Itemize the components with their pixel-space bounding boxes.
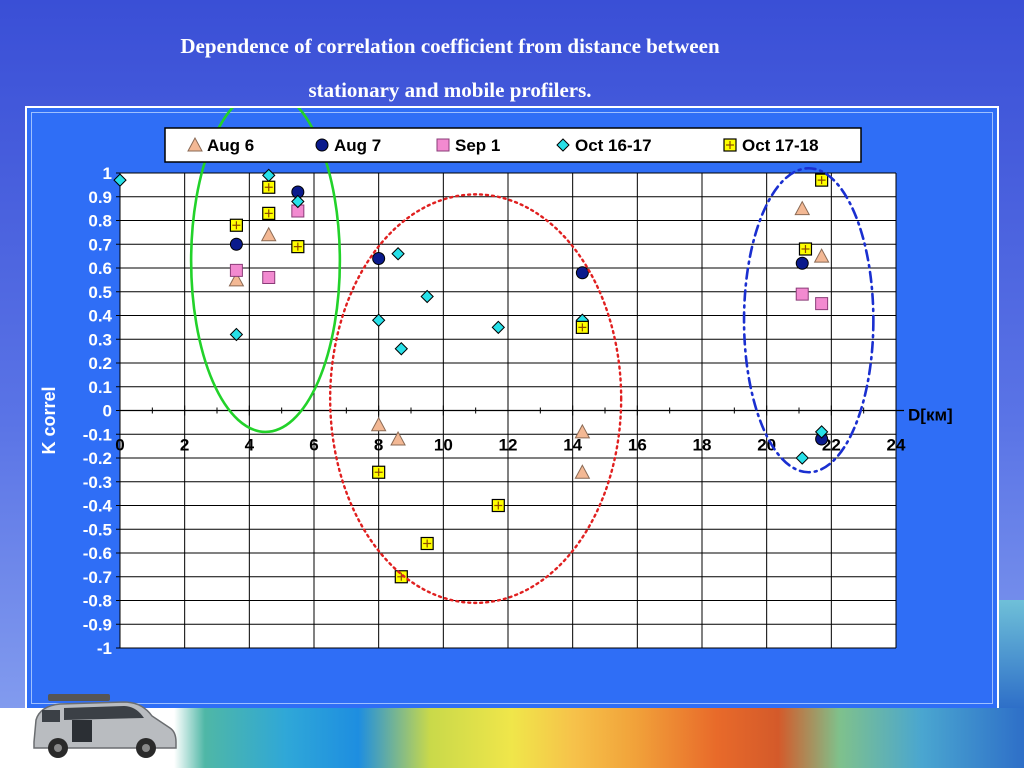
data-point-sep-1 xyxy=(815,297,829,311)
blue-ellipse xyxy=(742,166,875,474)
y-tick-label: -0.4 xyxy=(83,497,113,516)
x-tick-label: 24 xyxy=(887,436,906,455)
legend-label-oct-16-17: Oct 16-17 xyxy=(575,136,652,155)
data-point-oct-17-18 xyxy=(798,242,813,256)
data-point-sep-1 xyxy=(795,287,809,301)
data-point-oct-17-18 xyxy=(420,536,434,551)
data-point-aug-7 xyxy=(795,256,809,270)
right-decorative-edge xyxy=(999,600,1024,708)
y-tick-label: 0.4 xyxy=(88,307,112,326)
data-point-oct-17-18 xyxy=(229,218,243,232)
data-point-oct-16-17 xyxy=(795,451,809,465)
data-point-oct-16-17 xyxy=(420,289,434,304)
data-point-aug-6 xyxy=(390,430,406,446)
y-tick-label: -0.1 xyxy=(83,425,112,444)
data-point-oct-16-17 xyxy=(814,425,829,439)
data-point-aug-6 xyxy=(574,464,591,479)
data-point-aug-6 xyxy=(813,248,830,263)
data-point-aug-6 xyxy=(574,423,591,439)
data-point-oct-16-17 xyxy=(291,194,305,209)
y-tick-label: -0.8 xyxy=(83,592,112,611)
x-tick-label: 4 xyxy=(245,436,255,455)
data-point-oct-17-18 xyxy=(262,180,276,194)
y-tick-label: 0.3 xyxy=(88,330,112,349)
data-point-sep-1 xyxy=(229,263,243,277)
data-point-aug-6 xyxy=(260,226,277,242)
y-tick-label: 0.1 xyxy=(88,378,112,397)
y-tick-label: 0.7 xyxy=(88,235,112,254)
data-point-oct-17-18 xyxy=(262,206,276,220)
data-point-oct-16-17 xyxy=(391,247,405,261)
y-axis-label: K correl xyxy=(39,386,59,454)
chart-frame-border xyxy=(31,112,993,704)
slide-title-line2: stationary and mobile profilers. xyxy=(308,78,592,102)
y-tick-label: -0.5 xyxy=(83,520,112,539)
x-tick-label: 12 xyxy=(499,436,518,455)
legend-marker-aug-7 xyxy=(315,138,329,152)
green-ellipse xyxy=(189,108,342,434)
y-tick-label: -0.2 xyxy=(83,449,112,468)
x-tick-label: 14 xyxy=(563,436,582,455)
data-point-oct-16-17 xyxy=(394,342,409,356)
data-point-oct-16-17 xyxy=(491,320,506,335)
legend-marker-sep-1 xyxy=(436,138,450,152)
y-tick-label: -0.6 xyxy=(83,544,112,563)
data-point-aug-7 xyxy=(229,237,243,251)
data-point-oct-17-18 xyxy=(575,320,589,334)
legend-marker-aug-6 xyxy=(187,136,203,152)
x-tick-label: 0 xyxy=(115,436,124,455)
y-tick-label: 0.5 xyxy=(88,283,112,302)
y-tick-label: -0.3 xyxy=(83,473,112,492)
data-point-oct-16-17 xyxy=(371,313,386,327)
legend-label-aug-7: Aug 7 xyxy=(334,136,381,155)
y-tick-label: -1 xyxy=(97,639,112,658)
x-tick-label: 8 xyxy=(374,436,383,455)
x-tick-label: 10 xyxy=(434,436,453,455)
data-point-oct-16-17 xyxy=(229,327,244,342)
y-tick-label: 0 xyxy=(103,402,112,421)
legend-label-sep-1: Sep 1 xyxy=(455,136,500,155)
x-tick-label: 6 xyxy=(309,436,318,455)
legend-marker-oct-16-17 xyxy=(556,138,570,152)
y-tick-label: 0.8 xyxy=(88,212,112,231)
van-image xyxy=(33,694,177,758)
data-point-oct-16-17 xyxy=(113,173,127,187)
red-ellipse xyxy=(328,193,623,605)
y-tick-label: 0.6 xyxy=(88,259,112,278)
data-point-aug-6 xyxy=(228,271,245,287)
data-point-oct-17-18 xyxy=(815,173,829,187)
data-point-aug-7 xyxy=(575,266,589,280)
y-tick-label: 0.2 xyxy=(88,354,112,373)
data-point-oct-17-18 xyxy=(291,240,305,254)
data-point-oct-17-18 xyxy=(372,465,386,479)
y-tick-label: -0.9 xyxy=(83,615,112,634)
data-point-aug-7 xyxy=(372,252,386,265)
legend-label-aug-6: Aug 6 xyxy=(207,136,254,155)
y-tick-label: -0.7 xyxy=(83,568,112,587)
x-tick-label: 20 xyxy=(757,436,776,455)
y-tick-label: 0.9 xyxy=(88,188,112,207)
legend xyxy=(164,127,862,163)
chart-frame: 1 0.9 0.8 0.7 0.6 0.5 0.4 0.3 0.2 0.1 0 -0.1 -0.2 -0.… xyxy=(25,106,999,710)
x-tick-label: 2 xyxy=(180,436,189,455)
scatter-chart: 10.90.80.70.60.50.40.30.20.10-0.1-0.2-0.… xyxy=(39,108,953,658)
data-point-oct-17-18 xyxy=(491,498,505,513)
data-point-sep-1 xyxy=(262,271,276,284)
slide-title-line1: Dependence of correlation coefficient fr… xyxy=(180,34,720,58)
x-tick-label: 18 xyxy=(693,436,712,455)
data-point-aug-6 xyxy=(794,200,811,216)
data-point-oct-17-18 xyxy=(394,570,408,584)
data-point-aug-6 xyxy=(370,416,387,432)
legend-label-oct-17-18: Oct 17-18 xyxy=(742,136,819,155)
y-tick-label: 1 xyxy=(103,164,112,183)
legend-marker-oct-17-18 xyxy=(723,138,737,152)
x-axis-label: D[км] xyxy=(908,406,953,425)
x-tick-label: 16 xyxy=(628,436,647,455)
